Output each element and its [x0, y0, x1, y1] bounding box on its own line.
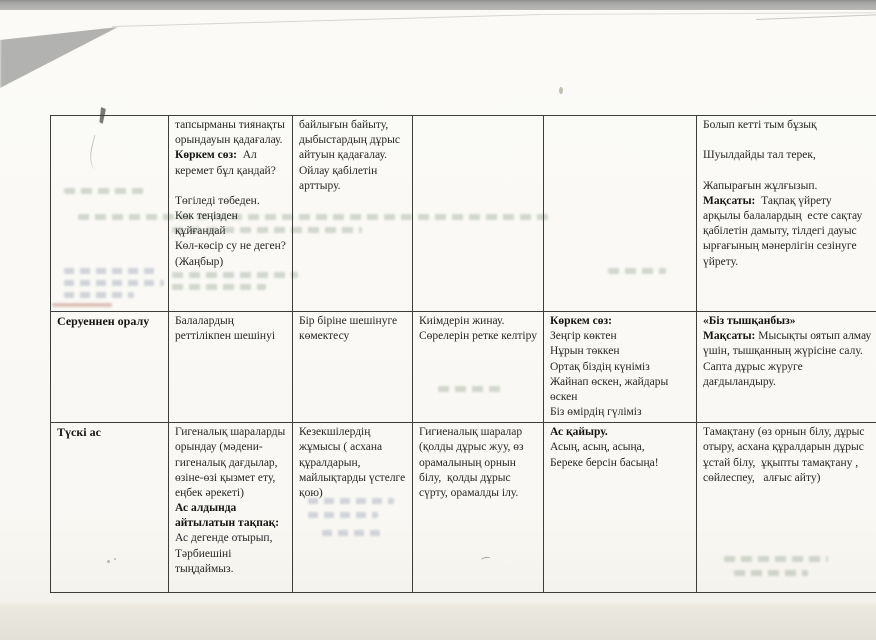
cell-r2c5: Көркем сөз: Зеңгір көктен Нұрын төккен О…: [543, 310, 697, 424]
cell-r3c2: Гигеналық шараларды орындау (мәдени-гиге…: [168, 422, 293, 594]
cell-text: Мысықты оятып алмау үшін, тышқанның жүрі…: [703, 330, 875, 388]
scan-speck: [559, 87, 563, 94]
cell-r1c1: [50, 115, 169, 312]
cell-r3c3: Кезекшілердің жұмысы ( асхана құралдарын…: [292, 422, 413, 594]
cell-r3c4: Гигиеналық шаралар (қолды дұрыс жуу, өз …: [412, 422, 544, 594]
cell-text: Болып кетті тым бұзық Шуылдайды тал тере…: [703, 119, 818, 192]
table-container: тапсырманы тиянақты орындауын қадағалау.…: [50, 115, 876, 594]
cell-r3c1: Түскі ас: [50, 422, 169, 594]
cell-text-bold: Серуеннен оралу: [57, 314, 150, 328]
cell-text-bold: Көркем сөз:: [550, 315, 612, 327]
cell-r2c1: Серуеннен оралу: [50, 310, 169, 424]
cell-text: Бір біріне шешінуге көмектесу: [299, 315, 401, 343]
table-row: Серуеннен оралу Балалардың реттілікпен ше…: [50, 310, 876, 424]
cell-text-bold: Түскі ас: [57, 425, 101, 440]
cell-r2c4: Киімдерін жинау. Сөрелерін ретке келтіру: [412, 310, 544, 424]
cell-text-bold: Көркем сөз:: [175, 149, 237, 162]
cell-text: Асың, асың, асыңа, Береке берсін басыңа!: [550, 441, 659, 469]
cell-text-bold: «Біз тышқанбыз»: [703, 315, 796, 327]
paper-edge-line: [540, 12, 876, 15]
cell-text: Гигиеналық шаралар (қолды дұрыс жуу, өз …: [419, 426, 527, 499]
table-row: Түскі ас Гигеналық шараларды орындау (мәд…: [50, 422, 876, 594]
cell-text: Ал керемет бұл қандай? Төгіледі төбеден.…: [175, 149, 286, 268]
cell-text-bold: Мақсаты:: [703, 194, 756, 207]
cell-r1c4: [412, 115, 544, 312]
cell-text: Зеңгір көктен Нұрын төккен Ортақ біздің …: [550, 330, 669, 419]
page-bottom-shadow: [0, 604, 876, 640]
cell-text-bold: Ас алдында айтылатын тақпақ:: [175, 502, 280, 530]
cell-text: Гигеналық шараларды орындау (мәдени-гиге…: [175, 426, 286, 499]
cell-text-bold: Мақсаты:: [703, 330, 756, 343]
cell-r1c6: Болып кетті тым бұзық Шуылдайды тал тере…: [696, 115, 876, 312]
scanner-edge-strip: [0, 0, 876, 10]
cell-r1c3: байлығын байыту, дыбыстардың дұрыс айтуы…: [292, 115, 413, 312]
cell-text-bold: Ас қайыру.: [550, 426, 608, 439]
cell-text: байлығын байыту, дыбыстардың дұрыс айтуы…: [299, 119, 400, 192]
schedule-table: тапсырманы тиянақты орындауын қадағалау.…: [50, 115, 876, 594]
cell-text: Тақпақ үйрету арқылы балалардың есте сақ…: [703, 194, 866, 268]
cell-r1c2: тапсырманы тиянақты орындауын қадағалау.…: [168, 115, 293, 312]
cell-text: Киімдерін жинау. Сөрелерін ретке келтіру: [419, 315, 537, 343]
table-row: тапсырманы тиянақты орындауын қадағалау.…: [50, 115, 876, 312]
cell-text: Кезекшілердің жұмысы ( асхана құралдарын…: [299, 426, 409, 499]
table-body: тапсырманы тиянақты орындауын қадағалау.…: [50, 115, 876, 594]
cell-r3c5: Ас қайыру. Асың, асың, асыңа, Береке бер…: [543, 422, 697, 594]
cell-text: Ас дегенде отырып, Тәрбиешіні тыңдаймыз.: [175, 532, 273, 575]
cell-text: тапсырманы тиянақты орындауын қадағалау.: [175, 119, 285, 147]
cell-r2c6: «Біз тышқанбыз» Мақсаты: Мысықты оятып а…: [696, 310, 876, 424]
cell-r2c2: Балалардың реттілікпен шешінуі: [168, 310, 293, 424]
cell-r1c5: [543, 115, 697, 312]
paper-edge-line: [112, 13, 542, 27]
cell-text: Тамақтану (өз орнын білу, дұрыс отыру, а…: [703, 426, 868, 484]
folded-corner-shadow: [0, 27, 118, 88]
paper-edge-line: [756, 14, 876, 20]
cell-r3c6: Тамақтану (өз орнын білу, дұрыс отыру, а…: [696, 422, 876, 594]
cell-text: Балалардың реттілікпен шешінуі: [175, 315, 276, 343]
cell-r2c3: Бір біріне шешінуге көмектесу: [292, 310, 413, 424]
